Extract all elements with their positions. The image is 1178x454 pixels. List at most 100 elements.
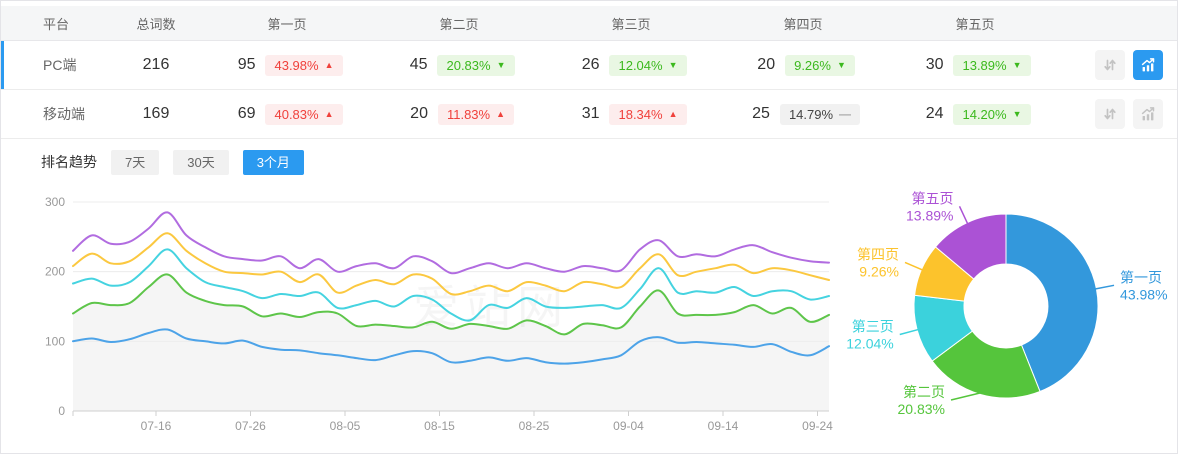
change-percent: 9.26% xyxy=(794,57,831,73)
page-2-count: 20 xyxy=(410,105,428,122)
page-4-count: 25 xyxy=(752,105,770,122)
change-percent: 18.34% xyxy=(618,106,663,122)
donut-label-percent-page-2: 20.83% xyxy=(898,401,945,417)
trend-section-title: 排名趋势 xyxy=(41,154,97,170)
page-1-change-badge: 40.83% ▲ xyxy=(265,103,343,125)
show-chart-button[interactable] xyxy=(1133,50,1163,80)
donut-label-name-page-5: 第五页 xyxy=(912,190,954,206)
trend-tab-3m[interactable]: 3个月 xyxy=(242,149,304,175)
arrow-up-icon: ▲ xyxy=(324,59,334,70)
trend-line-series-5 xyxy=(72,211,830,275)
total-words-value: 216 xyxy=(142,56,170,73)
trend-tab-30d[interactable]: 30天 xyxy=(173,149,229,175)
trend-line-series-2 xyxy=(72,273,830,336)
donut-leader-line xyxy=(899,328,920,336)
page-2-count: 45 xyxy=(409,56,428,73)
arrow-down-icon: ▼ xyxy=(496,59,506,70)
arrow-up-icon: ▲ xyxy=(496,108,506,119)
trend-line-series-1 xyxy=(72,328,830,365)
page-2-cell: 45 20.83% ▼ xyxy=(373,54,545,76)
donut-label-percent-page-3: 12.04% xyxy=(846,335,893,351)
donut-leader-line xyxy=(950,391,982,401)
y-axis-label-300: 300 xyxy=(45,195,65,209)
arrow-down-icon: ▼ xyxy=(668,59,678,70)
page-1-count: 95 xyxy=(237,56,256,73)
page-2-cell: 20 11.83% ▲ xyxy=(373,103,545,125)
column-header-2: 第一页 xyxy=(267,16,307,32)
donut-label-percent-page-4: 9.26% xyxy=(859,263,899,279)
trend-range-tabs: 7天 30天 3个月 xyxy=(111,149,304,175)
platform-label: 移动端 xyxy=(43,106,85,122)
x-axis-label-08-25: 08-25 xyxy=(519,419,550,433)
y-axis-label-0: 0 xyxy=(58,404,65,418)
sort-button[interactable] xyxy=(1095,99,1125,129)
page-5-cell: 24 14.20% ▼ xyxy=(889,103,1061,125)
donut-label-name-page-3: 第三页 xyxy=(852,318,894,334)
trend-toolbar: 排名趋势 7天 30天 3个月 xyxy=(1,141,1177,183)
sort-button[interactable] xyxy=(1095,50,1125,80)
page-1-cell: 69 40.83% ▲ xyxy=(201,103,373,125)
trend-line-series-3 xyxy=(72,248,830,322)
donut-slice-page-2[interactable] xyxy=(931,330,1041,399)
page-5-change-badge: 14.20% ▼ xyxy=(953,103,1031,125)
x-axis-label-09-14: 09-14 xyxy=(708,419,739,433)
column-header-platform: 平台 xyxy=(43,16,70,32)
x-axis-label-07-16: 07-16 xyxy=(141,419,172,433)
page-1-count: 69 xyxy=(237,105,256,122)
bar-chart-icon xyxy=(1140,57,1156,73)
change-percent: 14.20% xyxy=(962,106,1007,122)
table-row-pc[interactable]: PC端 216 95 43.98% ▲ 45 20.83% ▼ 26 12.04% ▼ 20 9.26%… xyxy=(1,41,1177,90)
page-2-change-badge: 20.83% ▼ xyxy=(437,54,515,76)
trend-tab-7d[interactable]: 7天 xyxy=(111,149,160,175)
x-axis-label-07-26: 07-26 xyxy=(235,419,266,433)
change-percent: 13.89% xyxy=(962,57,1007,73)
donut-label-name-page-4: 第四页 xyxy=(857,246,899,262)
table-row-mobile[interactable]: 移动端 169 69 40.83% ▲ 20 11.83% ▲ 31 18.34% ▲ 25 14.79… xyxy=(1,90,1177,139)
page-2-change-badge: 11.83% ▲ xyxy=(437,103,515,125)
page-4-change-badge: 14.79% — xyxy=(779,103,861,125)
page-3-change-badge: 18.34% ▲ xyxy=(609,103,687,125)
donut-slice-page-5[interactable] xyxy=(934,213,1007,280)
bar-chart-icon xyxy=(1140,106,1156,122)
donut-label-percent-page-1: 43.98% xyxy=(1120,286,1167,302)
platform-label: PC端 xyxy=(43,57,77,73)
arrow-down-icon: ▼ xyxy=(1012,59,1022,70)
x-axis-label-09-04: 09-04 xyxy=(613,419,644,433)
arrow-up-icon: ▲ xyxy=(324,108,334,119)
trend-area-fill xyxy=(73,274,829,411)
page-3-count: 26 xyxy=(581,56,600,73)
sort-arrows-icon xyxy=(1102,106,1118,122)
y-axis-label-100: 100 xyxy=(45,334,65,348)
page-3-cell: 31 18.34% ▲ xyxy=(545,103,717,125)
donut-label-name-page-2: 第二页 xyxy=(903,384,945,400)
change-percent: 14.79% xyxy=(788,106,834,122)
change-percent: 20.83% xyxy=(446,57,491,73)
page-5-count: 24 xyxy=(925,105,944,122)
page-4-cell: 25 14.79% — xyxy=(717,103,889,125)
row-actions xyxy=(1061,99,1177,129)
y-axis-label-200: 200 xyxy=(45,265,65,279)
page-1-cell: 95 43.98% ▲ xyxy=(201,54,373,76)
donut-slice-page-1[interactable] xyxy=(1005,213,1099,393)
x-axis-label-09-24: 09-24 xyxy=(802,419,833,433)
page-3-change-badge: 12.04% ▼ xyxy=(609,54,687,76)
page-4-count: 20 xyxy=(757,56,776,73)
total-words-value: 169 xyxy=(142,105,170,122)
change-percent: 40.83% xyxy=(274,106,319,122)
page-4-change-badge: 9.26% ▼ xyxy=(785,54,855,76)
arrow-down-icon: ▼ xyxy=(1012,108,1022,119)
donut-label-name-page-1: 第一页 xyxy=(1120,269,1162,285)
column-header-3: 第二页 xyxy=(439,16,479,32)
flat-dash-icon: — xyxy=(839,107,852,121)
column-header-5: 第四页 xyxy=(783,16,823,32)
page-5-cell: 30 13.89% ▼ xyxy=(889,54,1061,76)
donut-label-percent-page-5: 13.89% xyxy=(906,207,953,223)
donut-leader-line xyxy=(904,261,924,272)
show-chart-button[interactable] xyxy=(1133,99,1163,129)
trend-line-series-4 xyxy=(72,232,830,296)
arrow-down-icon: ▼ xyxy=(836,59,846,70)
page-3-cell: 26 12.04% ▼ xyxy=(545,54,717,76)
